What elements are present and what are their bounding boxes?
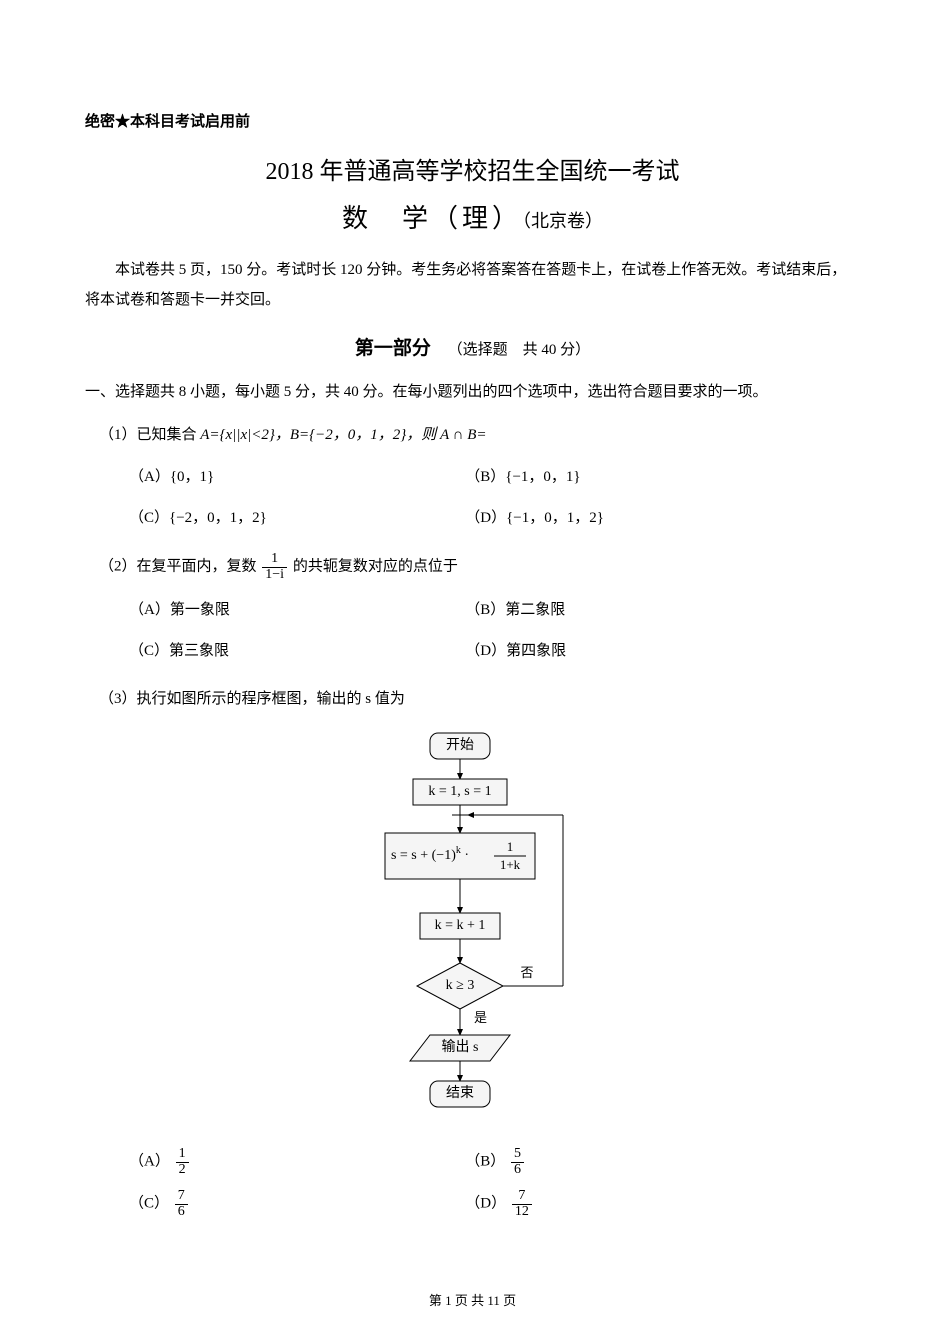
q3-option-b: （B） 5 6 <box>465 1147 801 1177</box>
q2-fraction: 1 1−i <box>262 552 287 582</box>
q3-optC-num: 7 <box>175 1189 188 1205</box>
q2-frac-den: 1−i <box>262 568 287 583</box>
q3-optD-num: 7 <box>512 1189 532 1205</box>
q3-optD-frac: 7 12 <box>512 1189 532 1219</box>
q3-optC-den: 6 <box>175 1205 188 1220</box>
question-2: （2）在复平面内，复数 1 1−i 的共轭复数对应的点位于 （A）第一象限 （B… <box>99 552 860 671</box>
svg-text:否: 否 <box>520 965 533 980</box>
q3-optB-den: 6 <box>511 1163 524 1178</box>
q3-optB-frac: 5 6 <box>511 1147 524 1177</box>
q3-optD-label: （D） <box>465 1196 506 1212</box>
q2-frac-num: 1 <box>262 552 287 568</box>
q3-option-c: （C） 7 6 <box>129 1189 465 1219</box>
q3-option-d: （D） 7 12 <box>465 1189 801 1219</box>
q1-stem-math: A={x||x|<2}，B={−2，0，1，2}，则 A ∩ B= <box>200 427 486 443</box>
svg-text:开始: 开始 <box>446 737 474 753</box>
q2-stem-prefix: （2）在复平面内，复数 <box>99 559 260 575</box>
svg-text:1+k: 1+k <box>499 857 520 872</box>
svg-text:1: 1 <box>506 839 513 854</box>
question-1: （1）已知集合 A={x||x|<2}，B={−2，0，1，2}，则 A ∩ B… <box>99 421 860 539</box>
q2-stem-suffix: 的共轭复数对应的点位于 <box>293 559 458 575</box>
q1-option-b: （B）{−1，0，1} <box>465 463 801 492</box>
q2-option-a: （A）第一象限 <box>129 596 465 625</box>
q3-optB-num: 5 <box>511 1147 524 1163</box>
q1-option-c: （C）{−2，0，1，2} <box>129 504 465 533</box>
confidential-label: 绝密★本科目考试启用前 <box>85 110 860 131</box>
svg-text:k = k + 1: k = k + 1 <box>434 918 485 933</box>
page-footer: 第 1 页 共 11 页 <box>0 1290 945 1309</box>
q3-options: （A） 1 2 （B） 5 6 （C） 7 6 （D） 7 12 <box>129 1141 860 1226</box>
q2-option-b: （B）第二象限 <box>465 596 801 625</box>
subject-name: 数 学（理） <box>342 204 522 233</box>
svg-text:结束: 结束 <box>446 1085 474 1101</box>
svg-text:是: 是 <box>474 1010 487 1025</box>
svg-text:k = 1, s = 1: k = 1, s = 1 <box>428 784 491 799</box>
section-description: 一、选择题共 8 小题，每小题 5 分，共 40 分。在每小题列出的四个选项中，… <box>85 378 860 407</box>
q3-optA-label: （A） <box>129 1154 170 1170</box>
q1-option-d: （D）{−1，0，1，2} <box>465 504 801 533</box>
q3-option-a: （A） 1 2 <box>129 1147 465 1177</box>
q1-stem-prefix: （1）已知集合 <box>99 427 200 443</box>
flowchart-container: 是否 开始k = 1, s = 1s = s + (−1)k · 11+kk =… <box>99 728 860 1123</box>
paper-region: （北京卷） <box>522 211 603 231</box>
q3-optC-frac: 7 6 <box>175 1189 188 1219</box>
q3-stem: （3）执行如图所示的程序框图，输出的 s 值为 <box>99 685 860 714</box>
svg-text:输出 s: 输出 s <box>441 1039 478 1055</box>
q2-stem: （2）在复平面内，复数 1 1−i 的共轭复数对应的点位于 <box>99 552 860 582</box>
main-title: 2018 年普通高等学校招生全国统一考试 <box>85 151 860 186</box>
q2-option-c: （C）第三象限 <box>129 637 465 666</box>
flowchart-diagram: 是否 开始k = 1, s = 1s = s + (−1)k · 11+kk =… <box>350 728 610 1123</box>
q3-optA-frac: 1 2 <box>176 1147 189 1177</box>
q3-optB-label: （B） <box>465 1154 505 1170</box>
q1-options: （A）{0，1} （B）{−1，0，1} （C）{−2，0，1，2} （D）{−… <box>129 457 860 538</box>
q3-optA-num: 1 <box>176 1147 189 1163</box>
part-title-note: （选择题 共 40 分） <box>448 342 591 358</box>
part-title-text: 第一部分 <box>355 338 431 359</box>
q3-optA-den: 2 <box>176 1163 189 1178</box>
q3-optC-label: （C） <box>129 1196 169 1212</box>
subject-title: 数 学（理）（北京卷） <box>85 198 860 235</box>
svg-text:k ≥ 3: k ≥ 3 <box>445 978 474 993</box>
q2-option-d: （D）第四象限 <box>465 637 801 666</box>
q1-stem: （1）已知集合 A={x||x|<2}，B={−2，0，1，2}，则 A ∩ B… <box>99 421 860 450</box>
q1-option-a: （A）{0，1} <box>129 463 465 492</box>
part-title: 第一部分 （选择题 共 40 分） <box>85 333 860 360</box>
q3-optD-den: 12 <box>512 1205 532 1220</box>
q2-options: （A）第一象限 （B）第二象限 （C）第三象限 （D）第四象限 <box>129 590 860 671</box>
exam-instructions: 本试卷共 5 页，150 分。考试时长 120 分钟。考生务必将答案答在答题卡上… <box>85 255 860 315</box>
question-3: （3）执行如图所示的程序框图，输出的 s 值为 是 否 开始 k = 1, s = … <box>99 685 860 1225</box>
